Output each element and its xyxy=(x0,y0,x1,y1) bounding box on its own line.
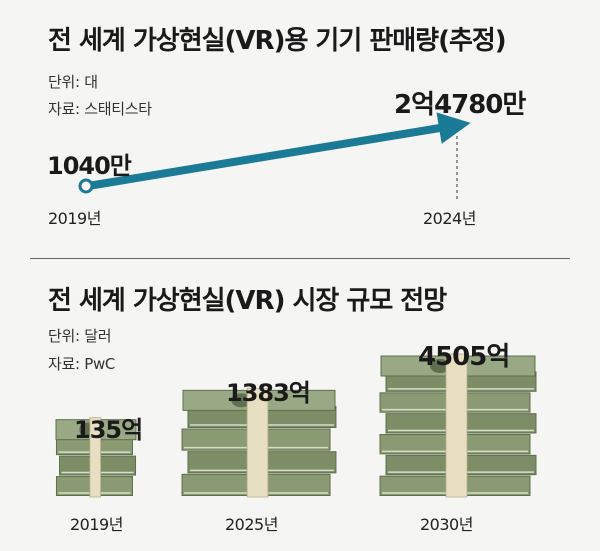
section1-title: 전 세계 가상현실(VR)용 기기 판매량(추정) xyxy=(48,26,507,56)
bar-label-2025: 1383억 xyxy=(226,379,311,407)
bar-label-2030: 4505억 xyxy=(418,342,510,372)
section1-source: 자료: 스태티스타 xyxy=(48,100,152,118)
x-tick-2024: 2024년 xyxy=(423,209,476,228)
start-point-marker xyxy=(78,178,94,194)
bar-tick-2030: 2030년 xyxy=(420,515,473,534)
point-label-2019: 1040만 xyxy=(47,152,132,180)
money-stack-bar-0 xyxy=(55,417,137,498)
x-tick-2019: 2019년 xyxy=(48,209,101,228)
section2-unit: 단위: 달러 xyxy=(48,327,112,345)
section2-source: 자료: PwC xyxy=(48,355,116,373)
bar-tick-2025: 2025년 xyxy=(225,515,278,534)
point-label-2024: 2억4780만 xyxy=(394,90,526,120)
bar-tick-2019: 2019년 xyxy=(70,515,123,534)
money-stack-bar-1 xyxy=(181,387,337,498)
bar-label-2019: 135억 xyxy=(74,416,143,444)
section1-unit: 단위: 대 xyxy=(48,73,98,91)
section-divider xyxy=(30,258,570,259)
money-stacks xyxy=(55,353,537,498)
series-line xyxy=(87,112,471,190)
money-stack-bar-2 xyxy=(379,353,537,498)
section2-title: 전 세계 가상현실(VR) 시장 규모 전망 xyxy=(48,286,447,316)
